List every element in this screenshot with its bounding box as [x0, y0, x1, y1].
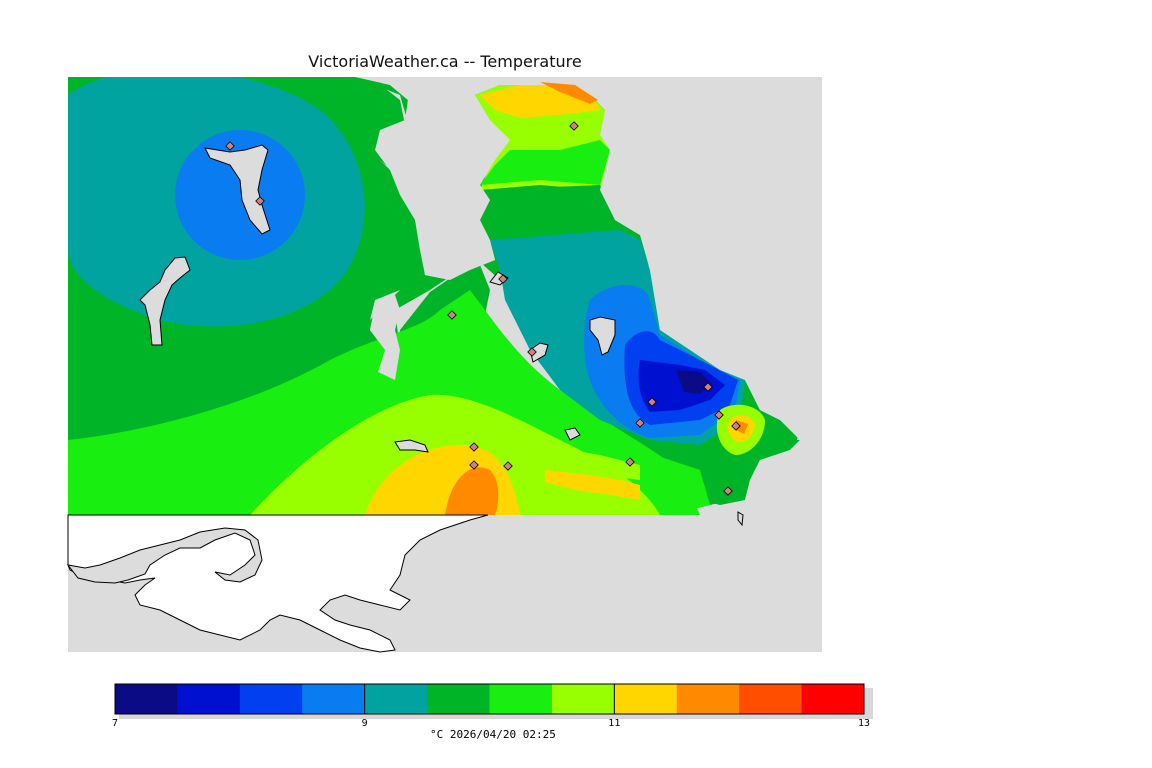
legend-swatch	[614, 684, 678, 714]
station-marker	[527, 347, 537, 357]
station-marker	[635, 418, 645, 428]
legend-swatch	[739, 684, 803, 714]
unit-label: °C	[430, 728, 444, 741]
legend-swatch	[427, 684, 490, 714]
station-marker	[647, 397, 657, 407]
legend-ticks: 7 9 11 13	[112, 684, 870, 729]
island-4	[564, 427, 581, 441]
legend-tick-label: 11	[608, 718, 620, 729]
station-marker	[703, 382, 713, 392]
legend-tick-label: 9	[362, 718, 368, 729]
map-title: VictoriaWeather.ca -- Temperature	[308, 52, 582, 71]
station-marker	[503, 461, 513, 471]
lake-3	[589, 316, 616, 356]
sea-channels	[355, 77, 822, 515]
station-marker	[255, 196, 265, 206]
station-marker	[714, 410, 724, 420]
legend-tick-label: 7	[112, 718, 118, 729]
legend-swatch	[489, 684, 553, 714]
lake-1	[204, 144, 271, 235]
legend-swatch	[801, 684, 865, 714]
station-marker	[731, 421, 741, 431]
station-marker	[469, 442, 479, 452]
legend-swatches	[115, 684, 865, 714]
station-marker	[498, 274, 508, 284]
legend-swatch	[676, 684, 740, 714]
station-marker	[625, 457, 635, 467]
temperature-field	[68, 77, 800, 515]
station-marker	[447, 310, 457, 320]
weather-stations	[225, 121, 741, 496]
legend-swatch	[364, 684, 428, 714]
legend-swatch	[177, 684, 241, 714]
lake-2	[139, 256, 191, 346]
legend-swatch	[302, 684, 366, 714]
timestamp: 2026/04/20 02:25	[449, 728, 556, 741]
legend-caption: °C 2026/04/20 02:25	[430, 728, 556, 741]
station-marker	[225, 141, 235, 151]
legend-tick-label: 13	[858, 718, 870, 729]
station-marker	[469, 460, 479, 470]
station-marker	[569, 121, 579, 131]
island-1	[394, 439, 429, 453]
island-5	[737, 511, 744, 527]
island-2	[529, 342, 549, 363]
legend-swatch	[239, 684, 303, 714]
station-marker	[723, 486, 733, 496]
legend-swatch	[115, 684, 178, 714]
legend-swatch	[551, 684, 615, 714]
